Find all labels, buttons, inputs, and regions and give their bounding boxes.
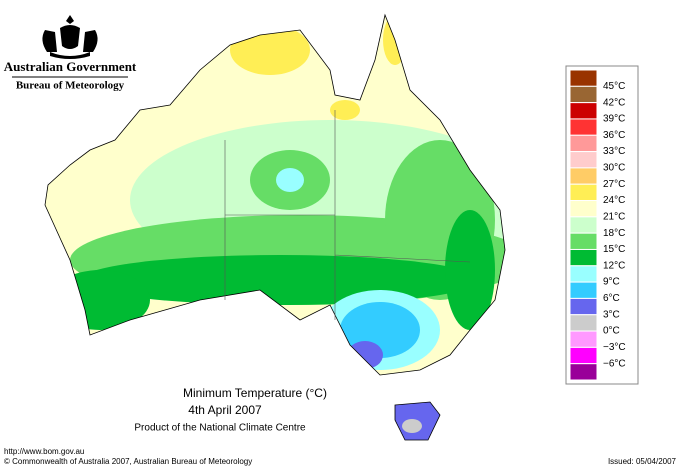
legend-label: 27°C — [603, 179, 625, 190]
legend-label: 39°C — [603, 114, 625, 125]
legend-label: −6°C — [603, 358, 626, 369]
header-subtitle: Bureau of Meteorology — [16, 80, 125, 92]
legend-label: −3°C — [603, 342, 626, 353]
legend-swatch — [569, 134, 598, 153]
legend-swatch — [569, 216, 598, 234]
legend-label: 9°C — [603, 277, 620, 288]
legend-swatch — [569, 200, 598, 218]
legend-swatch — [569, 85, 598, 104]
legend-swatch — [569, 118, 598, 136]
legend-label: 18°C — [603, 228, 625, 239]
legend-swatch — [569, 314, 598, 332]
legend-swatch — [569, 167, 598, 185]
footer-url: http://www.bom.gov.au — [4, 447, 84, 456]
state-borders — [224, 110, 471, 320]
legend-swatch — [569, 265, 598, 283]
legend-label: 24°C — [603, 195, 625, 206]
legend-swatch — [569, 151, 598, 169]
legend-swatch — [569, 346, 598, 365]
legend-swatch — [569, 248, 598, 267]
legend-label: 15°C — [603, 244, 625, 255]
legend-swatch — [569, 281, 598, 299]
legend-swatch — [569, 297, 598, 316]
map-credit: Product of the National Climate Centre — [134, 423, 306, 434]
legend-swatch — [569, 69, 598, 87]
footer-issued: Issued: 05/04/2007 — [608, 457, 677, 466]
legend-label: 3°C — [603, 309, 620, 320]
legend-label: 45°C — [603, 81, 625, 92]
legend-label: 30°C — [603, 163, 625, 174]
map-date: 4th April 2007 — [188, 403, 262, 417]
legend-swatch — [569, 183, 598, 202]
footer-copyright: © Commonwealth of Australia 2007, Austra… — [4, 457, 252, 466]
legend-label: 0°C — [603, 326, 620, 337]
legend: 45°C 42°C 39°C 36°C 33°C 30°C 27°C 24°C 21°C 18°C… — [565, 65, 639, 385]
legend-label: 12°C — [603, 260, 625, 271]
legend-label: 6°C — [603, 293, 620, 304]
legend-label: 36°C — [603, 130, 625, 141]
legend-swatch — [569, 232, 598, 250]
legend-label: 42°C — [603, 97, 625, 108]
legend-swatch — [569, 330, 598, 348]
tasmania-cold — [402, 419, 422, 433]
map-title: Minimum Temperature (°C) — [183, 386, 327, 400]
legend-label: 33°C — [603, 146, 625, 157]
legend-frame — [565, 65, 639, 385]
legend-label: 21°C — [603, 211, 625, 222]
legend-swatch — [569, 363, 598, 381]
legend-swatch — [569, 102, 598, 120]
header-title: Australian Government — [4, 59, 137, 74]
emblem — [42, 15, 98, 59]
